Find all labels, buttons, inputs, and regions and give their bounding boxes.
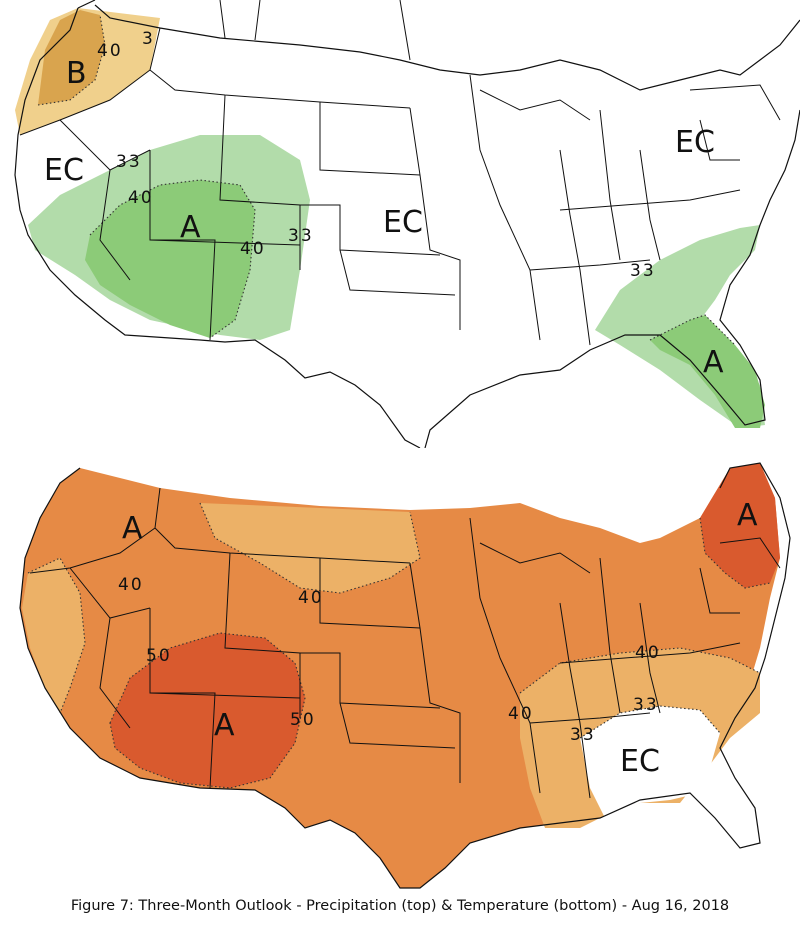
precip-label-40-nw: 40 [97, 41, 123, 61]
temp-ec-region-se [580, 706, 720, 818]
precip-label-3-nw: 3 [142, 29, 155, 49]
temp-label-40-south: 40 [508, 704, 534, 724]
precip-label-ec-central: EC [383, 205, 423, 240]
temp-above-high-region-sw [110, 633, 305, 788]
temp-label-40-east: 40 [635, 643, 661, 663]
temp-above-high-region-ne [700, 463, 780, 588]
precip-below-mid-region [38, 10, 105, 105]
precip-label-33-sw: 33 [288, 226, 314, 246]
precip-contours [37, 14, 736, 346]
temp-coastline [19, 462, 791, 889]
temp-above-low-region-north [200, 503, 420, 593]
temp-boundaries [19, 462, 791, 889]
temp-label-33-east: 33 [633, 695, 659, 715]
precip-label-ec-ne: EC [675, 125, 715, 160]
temp-label-a-ne: A [737, 498, 758, 533]
temp-label-50-sw: 50 [146, 646, 172, 666]
precip-label-33-west: 33 [116, 152, 142, 172]
temp-label-50-south: 50 [290, 710, 316, 730]
temp-labels: A 40 40 50 A 50 A 40 40 33 33 EC [118, 498, 758, 779]
precip-label-40-sw: 40 [240, 239, 266, 259]
precip-label-33-se: 33 [630, 261, 656, 281]
precip-label-a-fl: A [703, 345, 724, 380]
temp-label-a-nw: A [122, 511, 143, 546]
precip-labels: B 40 3 EC 33 40 A 40 33 EC EC 33 A [44, 29, 724, 380]
precip-coastline [14, 0, 800, 448]
temp-label-a-sw: A [214, 708, 235, 743]
precip-label-b-nw: B [66, 56, 87, 91]
temp-label-40-nw: 40 [118, 575, 144, 595]
precip-boundaries [14, 0, 800, 448]
precip-label-40-west: 40 [128, 188, 154, 208]
precipitation-outlook-map: B 40 3 EC 33 40 A 40 33 EC EC 33 A [14, 0, 800, 448]
temp-above-low-region-west [22, 558, 85, 713]
precip-label-ec-west: EC [44, 153, 84, 188]
temp-label-ec-se: EC [620, 744, 660, 779]
figure-caption: Figure 7: Three-Month Outlook - Precipit… [70, 898, 730, 914]
temp-label-33-se: 33 [570, 725, 596, 745]
temp-label-40-north: 40 [298, 588, 324, 608]
precip-above-mid-region-fl [650, 315, 765, 428]
temperature-outlook-map: A 40 40 50 A 50 A 40 40 33 33 EC [19, 462, 791, 889]
precip-label-a-sw: A [180, 210, 201, 245]
